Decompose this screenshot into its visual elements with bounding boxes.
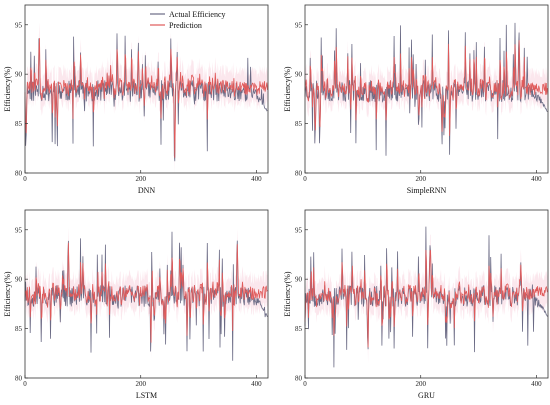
x-tick-label: 200: [415, 380, 426, 388]
y-tick-label: 90: [295, 276, 303, 284]
y-tick-label: 90: [15, 71, 23, 79]
y-tick-label: 80: [295, 170, 303, 178]
plot-frame: [304, 209, 549, 379]
y-axis-title: Efficiency(%): [283, 66, 292, 111]
series-line-prediction: [24, 242, 268, 343]
x-tick-label: 200: [415, 175, 426, 183]
y-tick-label: 95: [295, 21, 303, 29]
series-line-prediction: [24, 38, 268, 158]
y-axis-title: Efficiency(%): [3, 66, 12, 111]
x-tick-label: 400: [531, 380, 542, 388]
x-tick-label: 0: [303, 380, 307, 388]
x-tick-label: 400: [531, 175, 542, 183]
y-tick-label: 80: [15, 375, 23, 383]
series-line-actual-efficiency: [304, 22, 548, 156]
y-tick-label: 85: [15, 120, 23, 128]
x-tick-label: 200: [135, 175, 146, 183]
y-tick-label: 90: [15, 276, 23, 284]
legend-label: Prediction: [169, 21, 202, 30]
x-tick-label: 0: [23, 175, 27, 183]
chart-panel-dnn: 0 200 400 80 85 90 95 DNN Efficiency(%) Actual Ef…: [3, 4, 269, 195]
x-tick-label: 400: [251, 380, 262, 388]
plot-frame: [24, 4, 269, 174]
y-tick-label: 95: [295, 226, 303, 234]
chart-panel-simplernn: 0 200 400 80 85 90 95 SimpleRNN Efficiency(%): [283, 4, 549, 195]
y-tick-label: 80: [15, 170, 23, 178]
x-axis-title: GRU: [418, 391, 435, 400]
y-tick-label: 95: [15, 226, 23, 234]
y-tick-label: 85: [15, 325, 23, 333]
x-tick-label: 400: [251, 175, 262, 183]
x-tick-label: 200: [135, 380, 146, 388]
y-tick-label: 90: [295, 71, 303, 79]
x-axis-title: DNN: [138, 186, 156, 195]
series-line-prediction: [304, 40, 548, 136]
x-tick-label: 0: [303, 175, 307, 183]
series-line-prediction: [304, 249, 548, 348]
y-tick-label: 80: [295, 375, 303, 383]
y-axis-title: Efficiency(%): [283, 271, 292, 316]
y-axis-title: Efficiency(%): [3, 271, 12, 316]
legend-label: Actual Efficiency: [169, 10, 226, 19]
series-line-actual-efficiency: [24, 231, 268, 361]
chart-panel-lstm: 0 200 400 80 85 90 95 LSTM Efficiency(%): [3, 209, 269, 400]
plot-frame: [24, 209, 269, 379]
x-axis-title: LSTM: [136, 391, 157, 400]
y-tick-label: 85: [295, 120, 303, 128]
legend: Actual Efficiency Prediction: [150, 10, 226, 30]
y-tick-label: 85: [295, 325, 303, 333]
y-tick-label: 95: [15, 21, 23, 29]
x-axis-title: SimpleRNN: [407, 186, 447, 195]
x-tick-label: 0: [23, 380, 27, 388]
chart-panel-gru: 0 200 400 80 85 90 95 GRU Efficiency(%): [283, 209, 549, 400]
plot-frame: [304, 4, 549, 174]
